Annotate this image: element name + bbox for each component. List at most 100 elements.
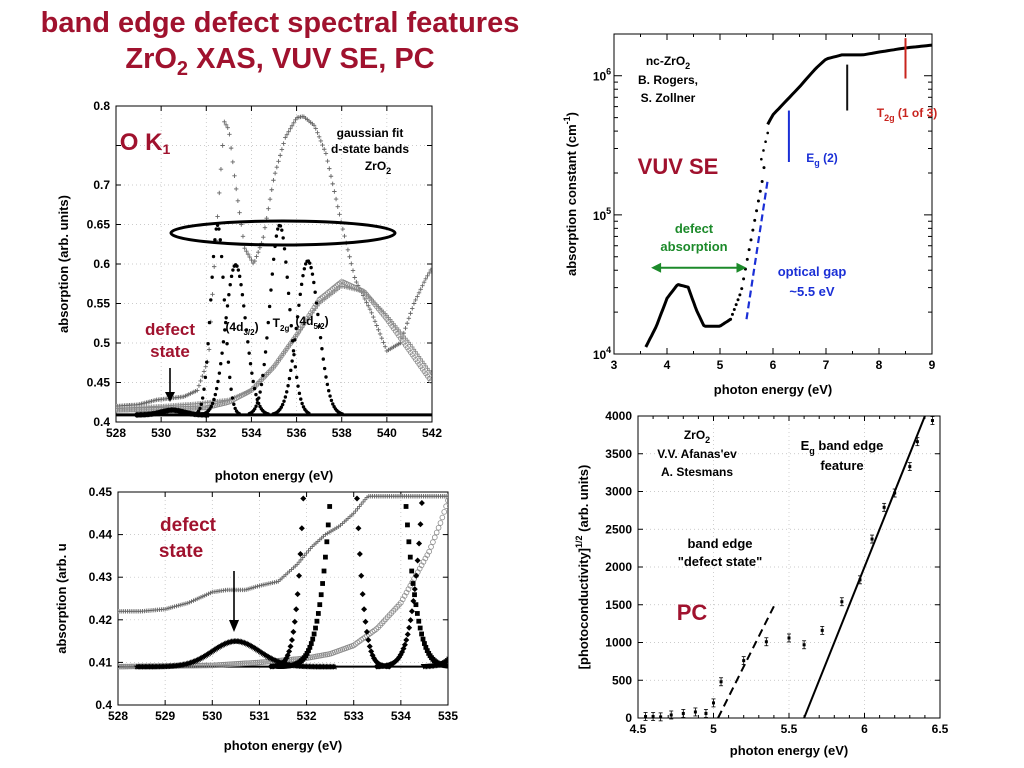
zoom-peak-point bbox=[419, 631, 424, 637]
xas-peak-point bbox=[327, 389, 331, 393]
xas-peak-point bbox=[322, 366, 327, 371]
xas-measured-point bbox=[325, 158, 330, 164]
xas-gaussian-note-3-part: ZrO bbox=[365, 159, 386, 173]
zoom-gaussian-tail-point bbox=[228, 661, 234, 667]
xas-peak-point bbox=[279, 405, 284, 409]
xas-measured-point bbox=[220, 143, 225, 148]
pc-xtick-label: 6.5 bbox=[932, 722, 949, 736]
pc-data-point bbox=[930, 419, 934, 423]
zoom-gaussian-tail-point bbox=[118, 663, 125, 670]
xas-measured-point bbox=[366, 303, 371, 308]
xas-peak-point bbox=[196, 409, 201, 413]
xas-peak-point bbox=[285, 390, 289, 394]
xas-band-label-2-part: ) bbox=[325, 314, 329, 328]
zoom-peak-point bbox=[363, 628, 370, 635]
xas-fit-background-point bbox=[416, 354, 422, 359]
pc-xtick-label: 4.5 bbox=[630, 722, 647, 736]
zoom-gaussian-tail-point bbox=[220, 661, 227, 668]
zoom-peak-point bbox=[313, 625, 318, 631]
pc-ylabel-part: 1/2 bbox=[574, 535, 584, 548]
pc-feature-label-1: Eg band edge bbox=[801, 438, 884, 456]
zoom-peak-point bbox=[407, 617, 414, 624]
zoom-peak-point bbox=[404, 631, 411, 638]
zoom-peak-point bbox=[293, 606, 300, 613]
xas-peak-point bbox=[282, 247, 287, 251]
pc-source-1-part: ZrO bbox=[684, 428, 705, 442]
zoom-xtick-label: 531 bbox=[249, 709, 269, 723]
xas-gaussian-tail-point bbox=[191, 405, 197, 411]
zoom-peak-point bbox=[291, 618, 298, 625]
xas-band-label-1-part: 3/2 bbox=[243, 328, 255, 337]
zoom-peak-point bbox=[317, 602, 323, 608]
vuv-optical-gap-2: ~5.5 eV bbox=[789, 284, 835, 299]
xas-peak-point bbox=[212, 397, 216, 402]
vuv-xtick-label: 6 bbox=[770, 358, 777, 372]
xas-fit-background-point bbox=[286, 343, 291, 349]
xas-measured-point bbox=[323, 151, 329, 156]
zoom-measured-point bbox=[306, 548, 311, 553]
xas-peak-point bbox=[248, 361, 253, 366]
zoom-measured-point bbox=[353, 508, 358, 514]
xas-measured-point bbox=[279, 147, 285, 152]
vuv-t2g-label-part: T bbox=[877, 106, 885, 120]
xas-peak-point bbox=[280, 402, 285, 407]
pc-ylabel-part: (arb. units) bbox=[576, 465, 591, 536]
xas-peak-point bbox=[210, 275, 214, 279]
xas-peak-point bbox=[205, 360, 209, 364]
xas-measured-point bbox=[262, 225, 268, 230]
pc-ytick-label: 4000 bbox=[605, 409, 632, 423]
xas-peak-point bbox=[262, 362, 266, 367]
xas-peak-point bbox=[244, 328, 249, 332]
xas-measured-point bbox=[228, 145, 234, 151]
xas-peak-point bbox=[282, 399, 286, 403]
vuv-eg-label-part: E bbox=[806, 151, 814, 165]
zoom-peak-point bbox=[300, 495, 307, 502]
pc-ytick-label: 2500 bbox=[605, 522, 632, 536]
vuv-xtick-label: 5 bbox=[717, 358, 724, 372]
pc-source-2: V.V. Afanas'ev bbox=[657, 447, 737, 461]
vuv-eg-label: Eg (2) bbox=[806, 151, 838, 168]
xas-peak-point bbox=[297, 391, 302, 396]
xas-peak-point bbox=[211, 254, 216, 259]
pc-data-point bbox=[644, 714, 648, 718]
xas-measured-point bbox=[372, 319, 378, 324]
xas-band-label-1-part: ) bbox=[255, 320, 259, 334]
xas-peak-point bbox=[214, 386, 219, 391]
vuv-defect-arrowhead-left bbox=[651, 262, 662, 273]
xas-peak-point bbox=[302, 267, 307, 271]
zoom-peak-point bbox=[411, 586, 418, 593]
xas-peak-point bbox=[303, 262, 308, 266]
zoom-gaussian-tail-point bbox=[441, 509, 448, 515]
pc-data-point bbox=[659, 715, 663, 719]
xas-ytick-label: 0.8 bbox=[93, 99, 110, 113]
xas-peak-point bbox=[328, 394, 332, 398]
xas-peak-point bbox=[255, 401, 260, 405]
zoom-peak-point bbox=[450, 664, 455, 669]
xas-measured-point bbox=[200, 373, 205, 379]
xas-peak-point bbox=[270, 272, 275, 276]
xas-peak-point bbox=[252, 386, 257, 391]
xas-measured-point bbox=[423, 276, 428, 282]
pc-ytick-label: 2000 bbox=[605, 560, 632, 574]
zoom-gaussian-tail-point bbox=[260, 659, 267, 665]
xas-peak-point bbox=[320, 347, 324, 351]
pc-fit-line bbox=[803, 415, 926, 719]
xas-peak-point bbox=[226, 360, 231, 364]
xas-measured-point bbox=[421, 279, 427, 285]
xas-peak-point bbox=[340, 412, 344, 416]
xas-peak-point bbox=[325, 382, 330, 387]
zoom-peak-point bbox=[407, 554, 413, 560]
xas-fit-background-point bbox=[294, 332, 300, 337]
xas-gaussian-note-3-part: 2 bbox=[386, 166, 391, 176]
vuv-ytick-label-part: 10 bbox=[593, 209, 607, 223]
xas-measured-point bbox=[289, 123, 295, 128]
xas-measured-point bbox=[201, 369, 207, 374]
xas-peak-point bbox=[202, 387, 206, 391]
zoom-ytick-label: 0.44 bbox=[89, 528, 113, 542]
xas-fit-background-point bbox=[418, 356, 423, 361]
vuv-t2g-label-part: (1 of 3) bbox=[895, 106, 938, 120]
vuv-curve-dot bbox=[736, 298, 740, 302]
xas-fit-background-point bbox=[296, 329, 302, 335]
vuv-eg-label-part: (2) bbox=[820, 151, 838, 165]
xas-measured-point bbox=[230, 159, 236, 165]
